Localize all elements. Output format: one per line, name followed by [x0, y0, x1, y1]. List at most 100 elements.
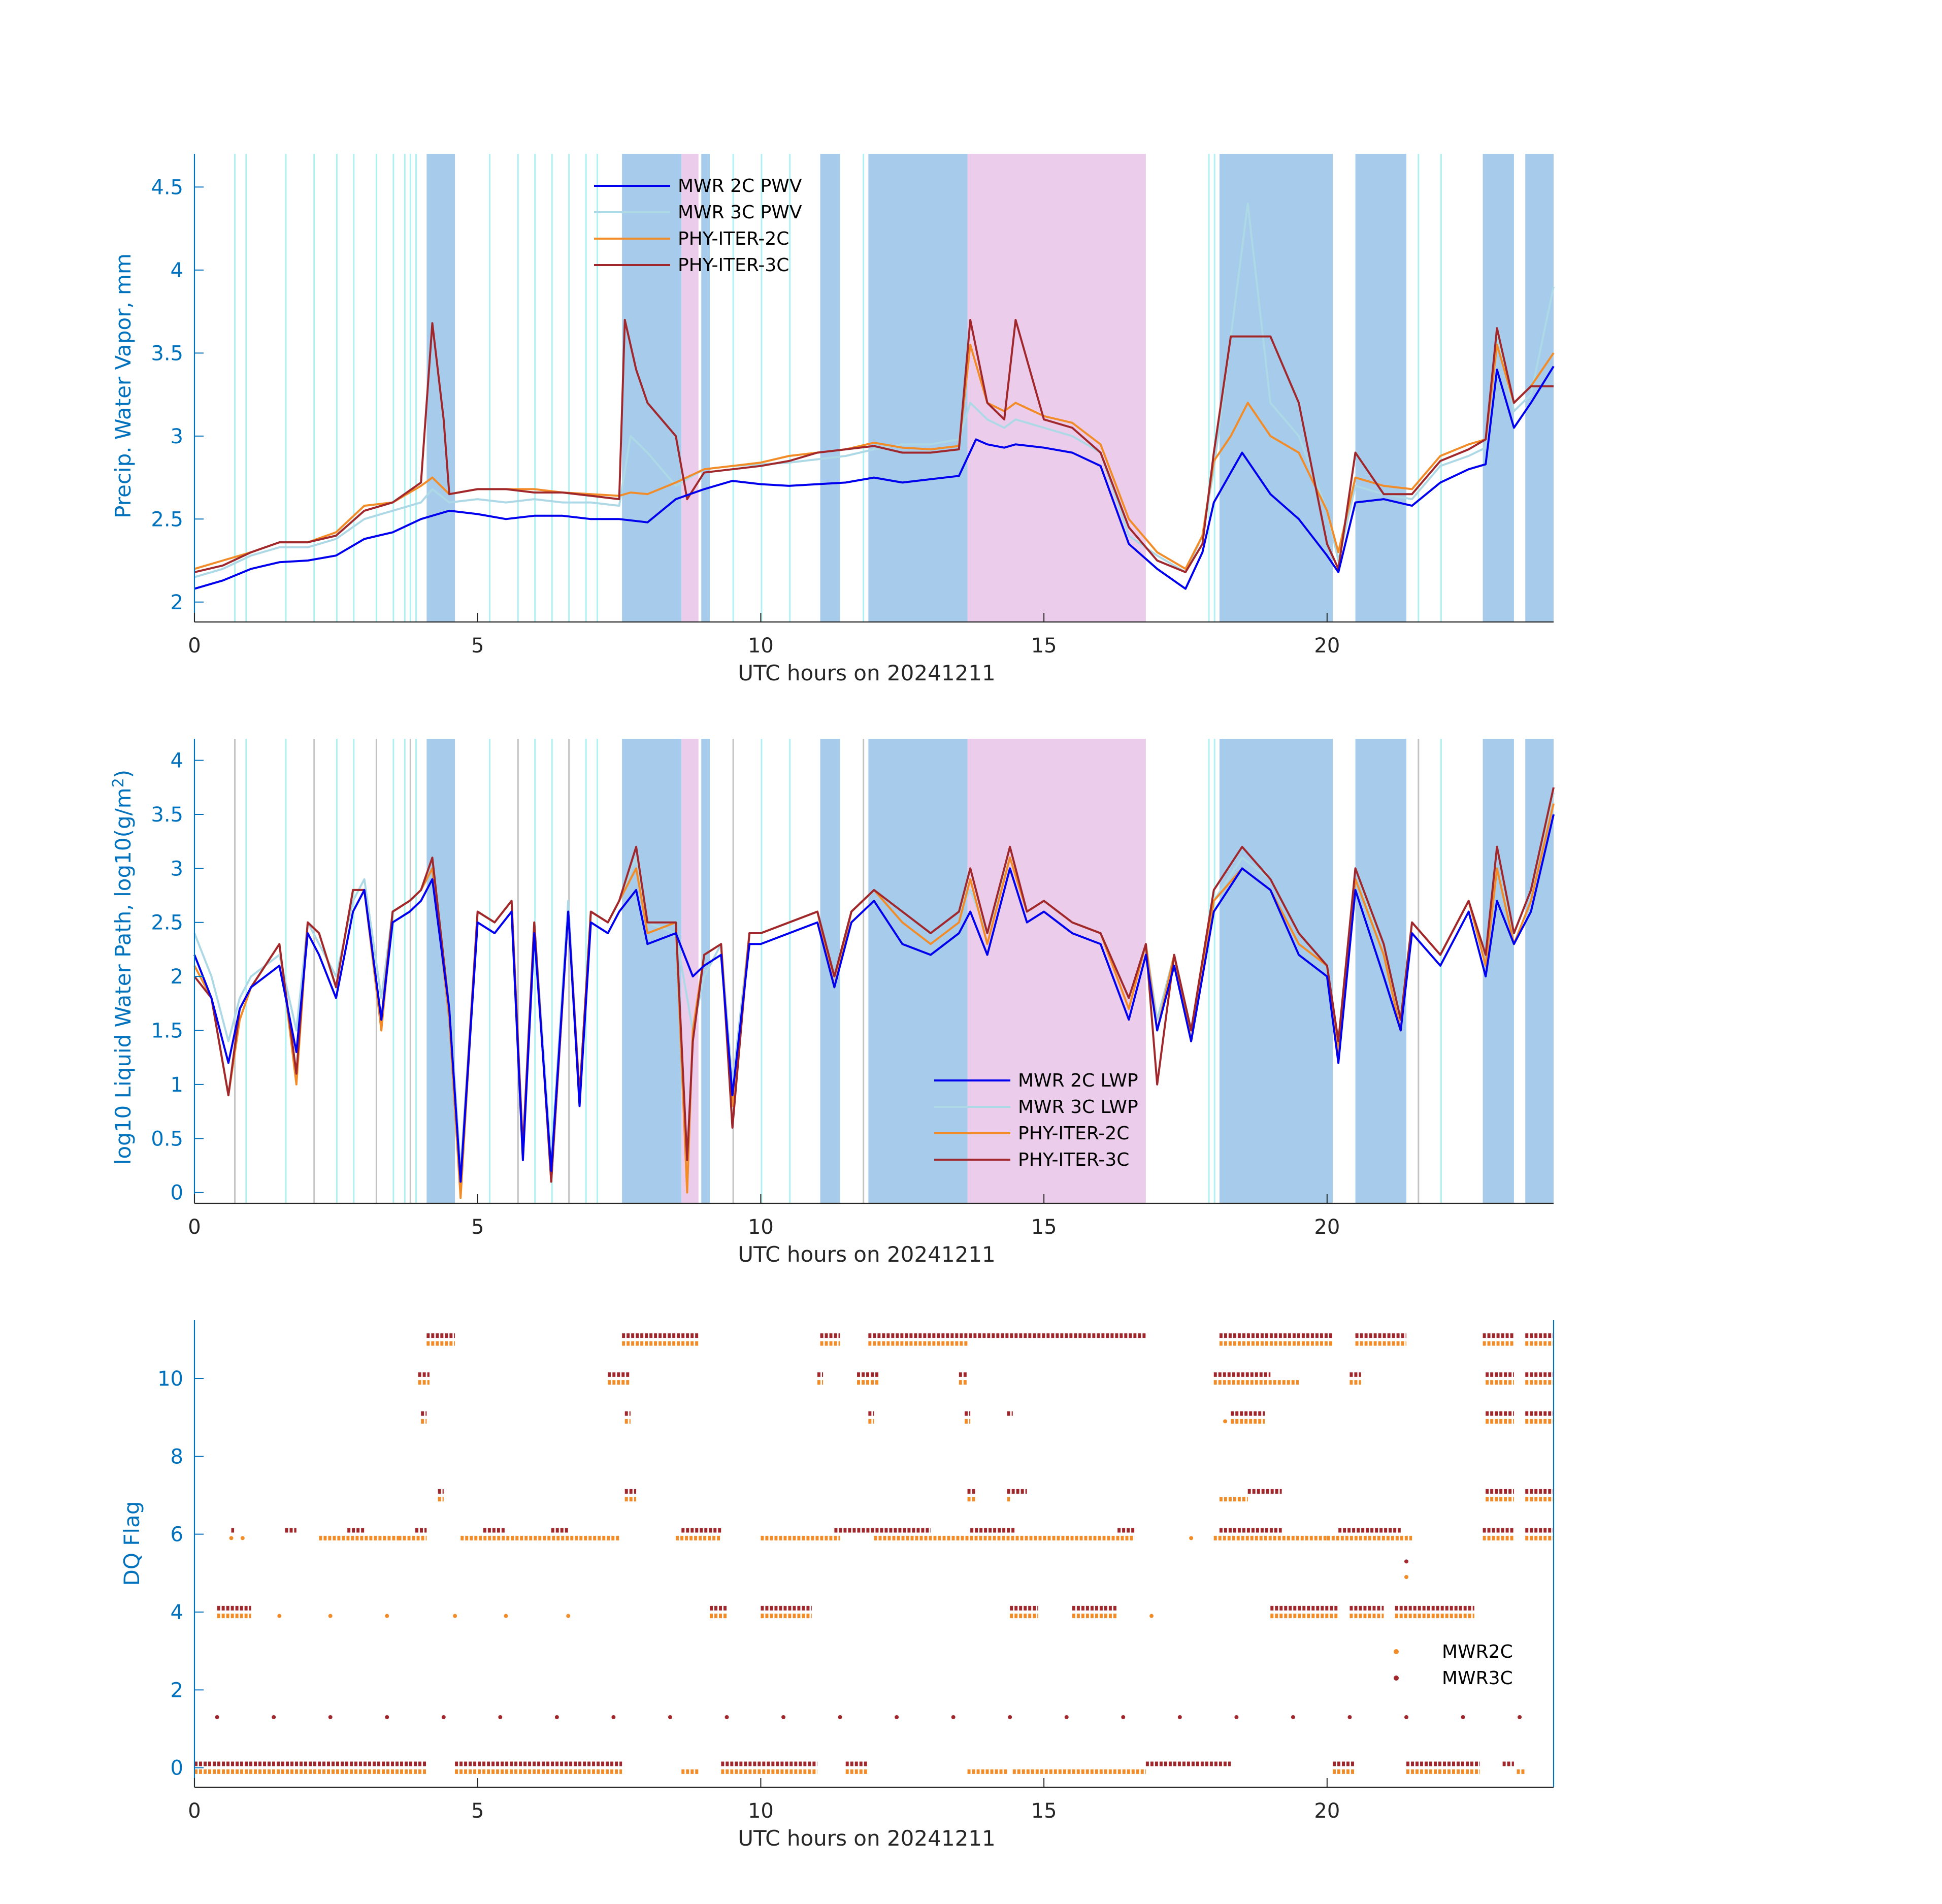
- pwv-legend: MWR 2C PWV MWR 3C PWV PHY-ITER-2C PHY-ITER-…: [594, 176, 802, 276]
- y-tick-label: 3: [171, 425, 183, 448]
- dq-point-0-3: [328, 1614, 333, 1618]
- y-tick-label: 4: [171, 1601, 183, 1624]
- dq-point-1-19: [1291, 1715, 1295, 1719]
- lwp-shaded-regions: [234, 739, 1554, 1203]
- lwp-x-axis-label: UTC hours on 20241211: [738, 1242, 996, 1267]
- y-tick-label: 3.5: [151, 803, 183, 827]
- x-tick-label: 5: [471, 1799, 484, 1823]
- dq-point-0-4: [385, 1614, 389, 1618]
- flag-line-16: [585, 739, 587, 1203]
- x-tick-label: 10: [748, 634, 774, 658]
- dq-point-1-3: [385, 1715, 389, 1719]
- dq-point-0-6: [504, 1614, 508, 1618]
- flag-line-25: [1440, 154, 1442, 622]
- flag-line-7: [392, 739, 394, 1203]
- x-tick-label: 0: [188, 1799, 201, 1823]
- y-tick-label: 2: [171, 965, 183, 989]
- legend-label: MWR 3C PWV: [678, 202, 802, 223]
- y-tick-label: 2.5: [151, 508, 183, 531]
- flag-line-10: [415, 739, 417, 1203]
- dq-x-axis-label: UTC hours on 20241211: [738, 1826, 996, 1851]
- legend-label: MWR2C: [1442, 1642, 1513, 1662]
- legend-label: PHY-ITER-3C: [1018, 1150, 1129, 1170]
- lwp-x-ticks: 0 5 10 15 20: [188, 1194, 1340, 1239]
- flag-line-1: [245, 739, 247, 1203]
- dq-point-0-5: [453, 1614, 457, 1618]
- dq-point-1-1: [272, 1715, 276, 1719]
- dq-point-1-0: [215, 1715, 219, 1719]
- dq-point-1-23: [1518, 1715, 1522, 1719]
- lwp-y-axis-label-end: ): [111, 770, 136, 778]
- legend-label: PHY-ITER-2C: [1018, 1123, 1129, 1144]
- flag-line-24: [1418, 154, 1420, 622]
- dq-point-1-16: [1121, 1715, 1126, 1719]
- shade-blue-1: [622, 154, 682, 622]
- y-tick-label: 3.5: [151, 342, 183, 365]
- dq-x-ticks: 0 5 10 15 20: [188, 1778, 1340, 1823]
- flag-line-6: [375, 154, 377, 622]
- dq-point-1-9: [725, 1715, 729, 1719]
- flag-line-20: [789, 739, 791, 1203]
- dq-point-1-2: [328, 1715, 333, 1719]
- y-tick-label: 1.5: [151, 1020, 183, 1043]
- flag-line-9: [409, 739, 411, 1203]
- series-line-mwr3c: [194, 203, 1555, 578]
- shade-blue-6: [1219, 739, 1333, 1203]
- dq-point-1-10: [781, 1715, 786, 1719]
- dq-point-1-14: [1008, 1715, 1012, 1719]
- flag-line-5: [353, 739, 355, 1203]
- y-tick-label: 0: [171, 1181, 183, 1205]
- legend-label: MWR 3C LWP: [1018, 1097, 1138, 1118]
- shade-blue-2: [701, 739, 710, 1203]
- flag-line-23: [1213, 154, 1215, 622]
- lwp-series-lines: [193, 787, 1555, 1199]
- flag-line-9: [409, 154, 411, 622]
- pwv-x-axis-label: UTC hours on 20241211: [738, 661, 996, 685]
- flag-line-21: [863, 739, 865, 1203]
- shade-blue-1: [622, 739, 682, 1203]
- shade-blue-2: [701, 154, 710, 622]
- pwv-y-axis-label: Precip. Water Vapor, mm: [111, 253, 136, 518]
- flag-line-19: [761, 739, 763, 1203]
- flag-line-17: [596, 154, 598, 622]
- flag-line-23: [1213, 739, 1215, 1203]
- flag-line-2: [285, 154, 287, 622]
- dq-point-1-11: [838, 1715, 842, 1719]
- legend-label: PHY-ITER-3C: [678, 255, 789, 276]
- dq-point-0-11: [1223, 1419, 1228, 1424]
- y-tick-label: 2.5: [151, 911, 183, 935]
- x-tick-label: 0: [188, 1216, 201, 1239]
- y-tick-label: 0.5: [151, 1127, 183, 1151]
- dq-point-1-6: [554, 1715, 559, 1719]
- y-tick-label: 4.5: [151, 176, 183, 199]
- flag-line-24: [1418, 739, 1420, 1203]
- flag-line-14: [551, 739, 553, 1203]
- shade-blue-4: [868, 154, 968, 622]
- flag-line-22: [1208, 154, 1210, 622]
- legend-label: MWR 2C PWV: [678, 176, 802, 196]
- dq-point-0-7: [566, 1614, 571, 1618]
- x-tick-label: 15: [1031, 634, 1057, 658]
- lwp-panel: 0 5 10 15 20 0 0.5 1 1.5 2 2.5 3 3.5 4 UTC hours on …: [110, 739, 1555, 1267]
- shade-pink-1: [967, 154, 1146, 622]
- flag-line-11: [489, 154, 491, 622]
- dq-series-points: [194, 1333, 1554, 1774]
- lwp-legend: MWR 2C LWP MWR 3C LWP PHY-ITER-2C PHY-ITER-…: [934, 1070, 1138, 1170]
- pwv-shaded-regions: [234, 154, 1554, 622]
- flag-line-13: [534, 154, 536, 622]
- dq-point-0-10: [1404, 1575, 1408, 1579]
- x-tick-label: 20: [1314, 1799, 1340, 1823]
- x-tick-label: 0: [188, 634, 201, 658]
- shade-blue-6: [1219, 154, 1333, 622]
- flag-line-22: [1208, 739, 1210, 1203]
- dq-point-1-13: [951, 1715, 956, 1719]
- x-tick-label: 10: [748, 1216, 774, 1239]
- dq-point-1-18: [1234, 1715, 1239, 1719]
- flag-line-10: [415, 154, 417, 622]
- dq-legend: MWR2C MWR3C: [1394, 1642, 1513, 1689]
- flag-line-20: [789, 154, 791, 622]
- x-tick-label: 20: [1314, 1216, 1340, 1239]
- dq-point-0-8: [1149, 1614, 1154, 1618]
- flag-line-14: [551, 154, 553, 622]
